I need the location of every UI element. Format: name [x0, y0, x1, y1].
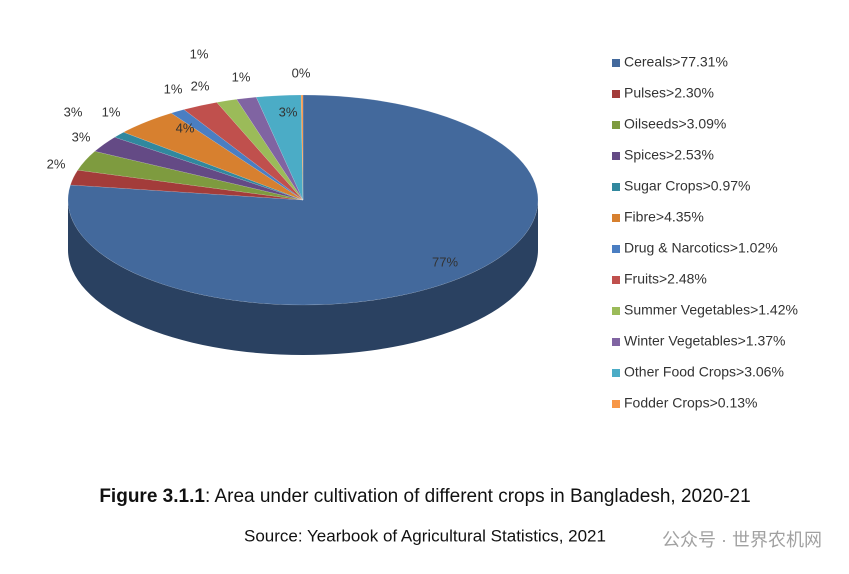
- slice: [236, 96, 304, 201]
- legend-swatch: [612, 59, 620, 67]
- data-label: 4%: [176, 120, 195, 135]
- legend-swatch: [612, 152, 620, 160]
- slice: [94, 136, 304, 201]
- data-label: 1%: [164, 81, 183, 96]
- legend-label: Fruits>2.48%: [624, 271, 707, 287]
- legend-label: Oilseeds>3.09%: [624, 116, 726, 132]
- legend-swatch: [612, 183, 620, 191]
- legend-swatch: [612, 369, 620, 377]
- slice: [216, 99, 304, 201]
- legend-label: Summer Vegetables>1.42%: [624, 302, 798, 318]
- legend-label: Cereals>77.31%: [624, 54, 728, 70]
- legend-label: Other Food Crops>3.06%: [624, 364, 784, 380]
- data-label: 1%: [232, 69, 251, 84]
- legend-swatch: [612, 307, 620, 315]
- data-label: 0%: [292, 65, 311, 80]
- slice: [300, 94, 304, 201]
- legend-label: Drug & Narcotics>1.02%: [624, 240, 778, 256]
- source: Source: Yearbook of Agricultural Statist…: [244, 526, 606, 545]
- data-label: 3%: [72, 129, 91, 144]
- slice: [67, 94, 539, 306]
- pie-sides: [68, 200, 538, 355]
- slice: [70, 169, 304, 201]
- legend-label: Winter Vegetables>1.37%: [624, 333, 786, 349]
- data-label: 2%: [47, 156, 66, 171]
- data-label: 2%: [191, 78, 210, 93]
- figure-label: Figure 3.1.1: [99, 486, 205, 507]
- legend-swatch: [612, 276, 620, 284]
- data-label: 1%: [102, 104, 121, 119]
- data-label: 77%: [432, 254, 458, 269]
- legend-swatch: [612, 214, 620, 222]
- legend-label: Fodder Crops>0.13%: [624, 395, 757, 411]
- data-label: 3%: [279, 104, 298, 119]
- slice: [255, 94, 304, 201]
- legend-label: Sugar Crops>0.97%: [624, 178, 750, 194]
- legend-label: Spices>2.53%: [624, 147, 714, 163]
- slice-side: [68, 200, 538, 355]
- slice: [183, 102, 304, 201]
- slice: [77, 151, 304, 201]
- data-label: 1%: [190, 46, 209, 61]
- caption: Figure 3.1.1: Area under cultivation of …: [99, 486, 750, 507]
- legend-swatch: [612, 338, 620, 346]
- legend-swatch: [612, 245, 620, 253]
- slice: [122, 112, 304, 201]
- legend-swatch: [612, 90, 620, 98]
- slice: [114, 131, 304, 201]
- caption-text: : Area under cultivation of different cr…: [205, 486, 751, 507]
- watermark: 公众号 · 世界农机网: [662, 530, 822, 550]
- legend-label: Pulses>2.30%: [624, 85, 714, 101]
- legend-swatch: [612, 121, 620, 129]
- legend-swatch: [612, 400, 620, 408]
- legend-label: Fibre>4.35%: [624, 209, 704, 225]
- data-label: 3%: [64, 104, 83, 119]
- slice: [170, 109, 304, 201]
